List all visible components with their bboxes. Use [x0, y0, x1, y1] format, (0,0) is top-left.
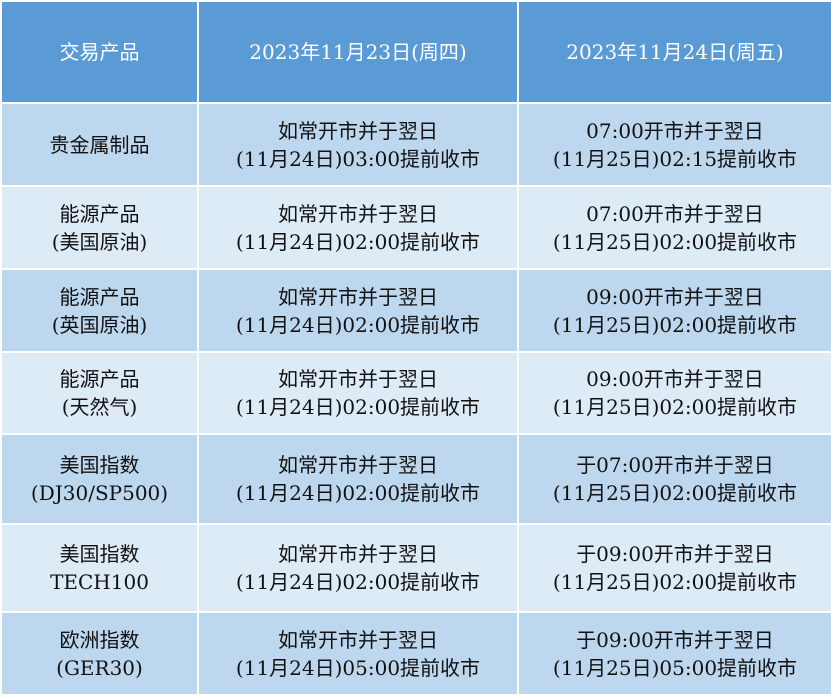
product-cell: 能源产品 (美国原油) [0, 185, 199, 270]
header-date-23: 2023年11月23日(周四) [197, 0, 519, 104]
cell-line: 09:00开市并于翌日 [586, 367, 764, 391]
cell-line: (11月25日)05:00提前收市 [552, 655, 798, 680]
nov24-cell: 07:00开市并于翌日 (11月25日)02:00提前收市 [517, 185, 831, 270]
nov24-cell: 09:00开市并于翌日 (11月25日)02:00提前收市 [517, 351, 831, 435]
cell-line: 如常开市并于翌日 [278, 201, 438, 226]
cell-line: 如常开市并于翌日 [278, 542, 438, 566]
cell-line: (11月24日)05:00提前收市 [235, 655, 481, 680]
cell-line: (美国原油) [51, 229, 148, 254]
nov24-cell: 于09:00开市并于翌日 (11月25日)05:00提前收市 [517, 611, 831, 696]
cell-line: 如常开市并于翌日 [278, 284, 438, 309]
cell-line: 09:00开市并于翌日 [586, 284, 764, 309]
product-cell: 贵金属制品 [0, 102, 199, 187]
nov23-cell: 如常开市并于翌日 (11月24日)02:00提前收市 [197, 268, 519, 353]
table-row: 能源产品 (天然气) 如常开市并于翌日 (11月24日)02:00提前收市 09:00开… [0, 351, 831, 435]
nov23-cell: 如常开市并于翌日 (11月24日)02:00提前收市 [197, 433, 519, 525]
cell-line: (11月24日)03:00提前收市 [235, 146, 481, 171]
cell-line: 美国指数 [59, 453, 140, 477]
nov24-cell: 09:00开市并于翌日 (11月25日)02:00提前收市 [517, 268, 831, 353]
table-row: 能源产品 (英国原油) 如常开市并于翌日 (11月24日)02:00提前收市 09:00… [0, 268, 831, 353]
cell-line: (11月24日)02:00提前收市 [235, 229, 481, 254]
cell-line: 能源产品 [59, 367, 140, 391]
cell-line: 07:00开市并于翌日 [586, 118, 764, 143]
nov23-cell: 如常开市并于翌日 (11月24日)03:00提前收市 [197, 102, 519, 187]
cell-line: (11月24日)02:00提前收市 [235, 395, 481, 419]
nov24-cell: 07:00开市并于翌日 (11月25日)02:15提前收市 [517, 102, 831, 187]
cell-line: (DJ30/SP500) [30, 481, 169, 505]
product-cell: 能源产品 (英国原油) [0, 268, 199, 353]
cell-line: 能源产品 [59, 284, 140, 309]
cell-line: 07:00开市并于翌日 [586, 201, 764, 226]
nov24-cell: 于07:00开市并于翌日 (11月25日)02:00提前收市 [517, 433, 831, 525]
product-cell: 能源产品 (天然气) [0, 351, 199, 435]
cell-line: (11月25日)02:15提前收市 [552, 146, 798, 171]
cell-line: (天然气) [61, 395, 138, 419]
product-cell: 美国指数 TECH100 [0, 523, 199, 613]
product-cell: 美国指数 (DJ30/SP500) [0, 433, 199, 525]
table-row: 美国指数 (DJ30/SP500) 如常开市并于翌日 (11月24日)02:00提前收… [0, 433, 831, 525]
cell-line: 于09:00开市并于翌日 [576, 627, 774, 652]
header-date-24: 2023年11月24日(周五) [517, 0, 831, 104]
table-row: 能源产品 (美国原油) 如常开市并于翌日 (11月24日)02:00提前收市 07:00… [0, 185, 831, 270]
cell-line: (GER30) [56, 655, 143, 680]
cell-line: (11月24日)02:00提前收市 [235, 312, 481, 337]
header-row: 交易产品 2023年11月23日(周四) 2023年11月24日(周五) [0, 0, 831, 104]
cell-line: (11月25日)02:00提前收市 [552, 312, 798, 337]
nov23-cell: 如常开市并于翌日 (11月24日)05:00提前收市 [197, 611, 519, 696]
cell-line: 美国指数 [59, 542, 140, 566]
cell-line: (11月25日)02:00提前收市 [552, 229, 798, 254]
cell-line: (11月24日)02:00提前收市 [235, 481, 481, 505]
cell-line: TECH100 [50, 570, 149, 594]
table-row: 美国指数 TECH100 如常开市并于翌日 (11月24日)02:00提前收市 于09:… [0, 523, 831, 613]
cell-line: 如常开市并于翌日 [278, 627, 438, 652]
table-row: 欧洲指数 (GER30) 如常开市并于翌日 (11月24日)05:00提前收市 于09:… [0, 611, 831, 696]
table-row: 贵金属制品 如常开市并于翌日 (11月24日)03:00提前收市 07:00开市并于翌… [0, 102, 831, 187]
cell-line: (英国原油) [51, 312, 148, 337]
cell-line: 如常开市并于翌日 [278, 367, 438, 391]
cell-line: (11月24日)02:00提前收市 [235, 570, 481, 594]
header-product: 交易产品 [0, 0, 199, 104]
nov23-cell: 如常开市并于翌日 (11月24日)02:00提前收市 [197, 351, 519, 435]
cell-line: 贵金属制品 [49, 132, 150, 157]
cell-line: 欧洲指数 [59, 627, 140, 652]
cell-line: 能源产品 [59, 201, 140, 226]
product-cell: 欧洲指数 (GER30) [0, 611, 199, 696]
cell-line: (11月25日)02:00提前收市 [552, 481, 798, 505]
cell-line: 于07:00开市并于翌日 [576, 453, 774, 477]
cell-line: 于09:00开市并于翌日 [576, 542, 774, 566]
nov23-cell: 如常开市并于翌日 (11月24日)02:00提前收市 [197, 185, 519, 270]
cell-line: 如常开市并于翌日 [278, 453, 438, 477]
cell-line: (11月25日)02:00提前收市 [552, 570, 798, 594]
nov24-cell: 于09:00开市并于翌日 (11月25日)02:00提前收市 [517, 523, 831, 613]
cell-line: (11月25日)02:00提前收市 [552, 395, 798, 419]
nov23-cell: 如常开市并于翌日 (11月24日)02:00提前收市 [197, 523, 519, 613]
cell-line: 如常开市并于翌日 [278, 118, 438, 143]
